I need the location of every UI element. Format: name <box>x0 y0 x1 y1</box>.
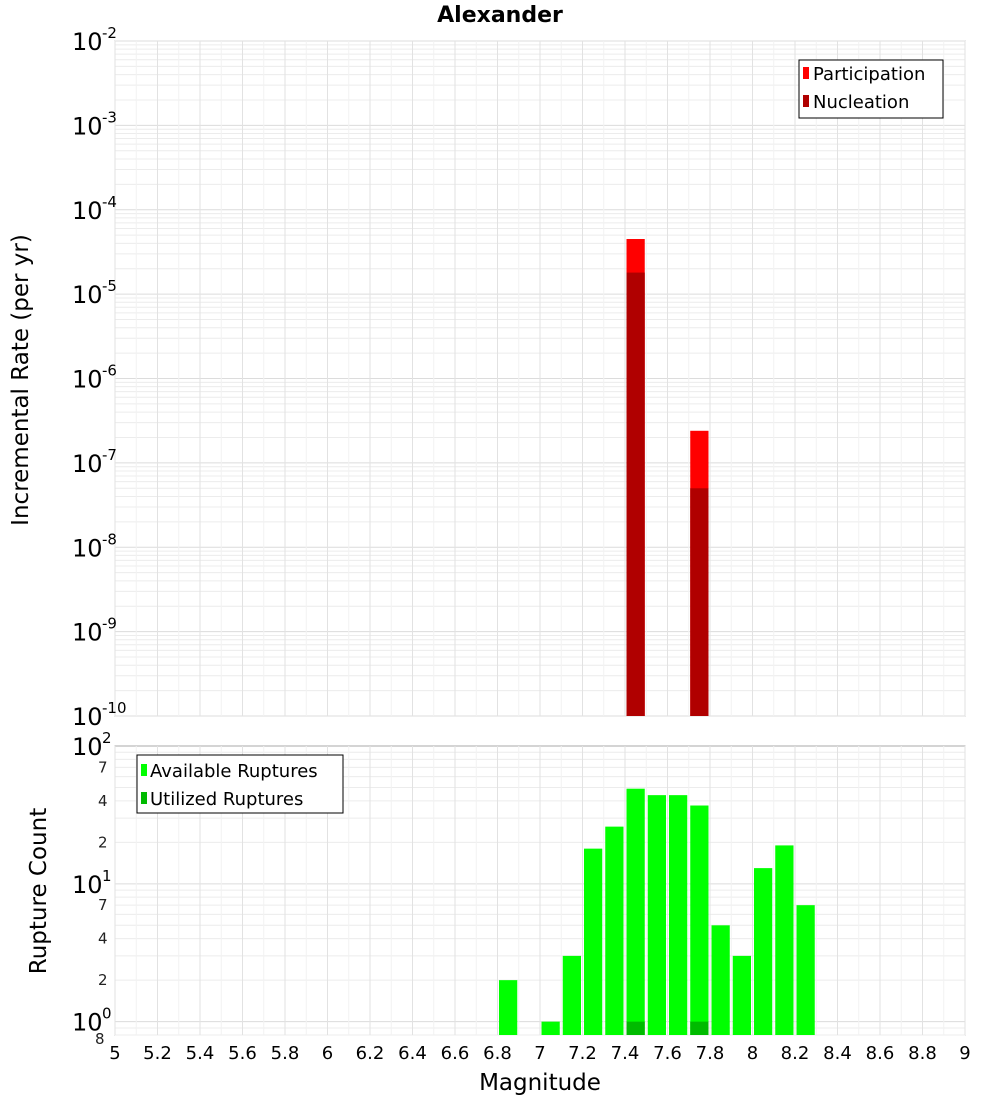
legend-available-label: Available Ruptures <box>150 761 318 782</box>
rate-y-tick-label: 10 <box>72 281 103 309</box>
count-y-minor-tick-label: 8 <box>95 1030 105 1048</box>
rate-y-tick-label: 10 <box>72 703 103 731</box>
available-ruptures-bar <box>669 795 688 1035</box>
available-ruptures-bar <box>605 826 624 1035</box>
utilized-ruptures-bar <box>690 1021 709 1035</box>
available-ruptures-bar <box>584 848 603 1035</box>
rate-y-tick-label: 10 <box>72 619 103 647</box>
rate-y-tick-exponent: -2 <box>102 24 117 42</box>
rate-y-tick-exponent: -7 <box>102 446 117 464</box>
legend-utilized-swatch <box>141 792 147 804</box>
x-tick-label: 7.4 <box>611 1043 640 1064</box>
count-grid <box>114 746 966 1036</box>
chart-title: Alexander <box>437 3 563 28</box>
available-ruptures-bar <box>754 868 773 1035</box>
count-y-minor-tick-label: 2 <box>98 971 108 989</box>
legend-nucleation-label: Nucleation <box>813 92 909 113</box>
x-tick-label: 5 <box>109 1043 120 1064</box>
x-tick-labels: 5 5.2 5.4 5.6 5.8 6 6.2 6.4 6.6 6.8 7 7.2 7.4 7.6 7.8 8… <box>109 1043 970 1064</box>
rate-y-tick-exponent: -3 <box>102 108 117 126</box>
count-y-minor-tick-label: 7 <box>98 758 108 776</box>
x-tick-label: 8.6 <box>866 1043 895 1064</box>
legend-nucleation-swatch <box>803 95 809 107</box>
rate-legend: Participation Nucleation <box>798 59 944 119</box>
count-y-minor-tick-label: 4 <box>98 930 108 948</box>
rate-y-tick-label: 10 <box>72 112 103 140</box>
count-legend: Available Ruptures Utilized Ruptures <box>136 754 344 814</box>
count-y-tick-label: 10 <box>72 1009 103 1037</box>
x-tick-label: 9 <box>959 1043 970 1064</box>
x-axis-label: Magnitude <box>479 1070 601 1096</box>
rate-bars <box>626 239 709 716</box>
x-tick-label: 5.6 <box>228 1043 257 1064</box>
rate-y-tick-exponent: -9 <box>102 615 117 633</box>
rate-y-tick-label: 10 <box>72 450 103 478</box>
available-ruptures-bar <box>626 788 645 1035</box>
available-ruptures-bar <box>499 980 518 1035</box>
available-ruptures-bar <box>562 955 581 1035</box>
nucleation-bar <box>690 488 709 716</box>
available-ruptures-bar <box>732 955 751 1035</box>
legend-utilized-label: Utilized Ruptures <box>150 789 303 810</box>
x-tick-label: 7.8 <box>696 1043 725 1064</box>
x-tick-label: 5.2 <box>143 1043 172 1064</box>
rate-y-tick-label: 10 <box>72 534 103 562</box>
utilized-ruptures-bar <box>626 1021 645 1035</box>
x-tick-label: 5.4 <box>186 1043 215 1064</box>
rate-legend-box <box>798 59 944 119</box>
x-tick-label: 8 <box>747 1043 758 1064</box>
x-tick-label: 8.8 <box>908 1043 937 1064</box>
available-ruptures-bar <box>796 905 815 1035</box>
count-y-tick-exponent: 2 <box>102 729 112 747</box>
count-y-tick-label: 10 <box>72 733 103 761</box>
rate-y-tick-exponent: -4 <box>102 193 117 211</box>
rate-grid <box>114 40 966 717</box>
x-tick-label: 7.2 <box>568 1043 597 1064</box>
rate-y-axis-label: Incremental Rate (per yr) <box>8 234 34 526</box>
count-y-minor-tick-label: 2 <box>98 833 108 851</box>
rate-y-tick-exponent: -5 <box>102 277 117 295</box>
available-ruptures-bar <box>690 805 709 1035</box>
x-tick-label: 7.6 <box>653 1043 682 1064</box>
legend-available-swatch <box>141 764 147 776</box>
x-tick-label: 5.8 <box>271 1043 300 1064</box>
rate-y-tick-exponent: -10 <box>102 699 127 717</box>
available-ruptures-bar <box>775 845 794 1035</box>
available-ruptures-bar <box>647 795 666 1035</box>
count-y-tick-label: 10 <box>72 871 103 899</box>
rate-y-tick-label: 10 <box>72 197 103 225</box>
x-tick-label: 6.2 <box>356 1043 385 1064</box>
rate-y-tick-exponent: -6 <box>102 362 117 380</box>
legend-participation-label: Participation <box>813 64 925 85</box>
rate-y-tick-label: 10 <box>72 366 103 394</box>
x-tick-label: 6 <box>322 1043 333 1064</box>
nucleation-bar <box>626 272 645 716</box>
available-ruptures-bar <box>711 925 730 1035</box>
count-y-minor-tick-label: 4 <box>98 792 108 810</box>
x-tick-label: 6.8 <box>483 1043 512 1064</box>
count-bars <box>499 788 815 1035</box>
rate-y-tick-exponent: -8 <box>102 530 117 548</box>
x-tick-label: 6.6 <box>441 1043 470 1064</box>
count-y-minor-tick-label: 7 <box>98 896 108 914</box>
x-tick-label: 7 <box>534 1043 545 1064</box>
available-ruptures-bar <box>541 1021 560 1035</box>
legend-participation-swatch <box>803 67 809 79</box>
count-y-tick-exponent: 1 <box>102 867 112 885</box>
x-tick-label: 8.4 <box>823 1043 852 1064</box>
count-legend-box <box>136 754 344 814</box>
x-tick-label: 8.2 <box>781 1043 810 1064</box>
x-tick-label: 6.4 <box>398 1043 427 1064</box>
rate-y-tick-label: 10 <box>72 28 103 56</box>
count-y-tick-exponent: 0 <box>102 1005 112 1023</box>
count-y-axis-label: Rupture Count <box>26 808 52 974</box>
